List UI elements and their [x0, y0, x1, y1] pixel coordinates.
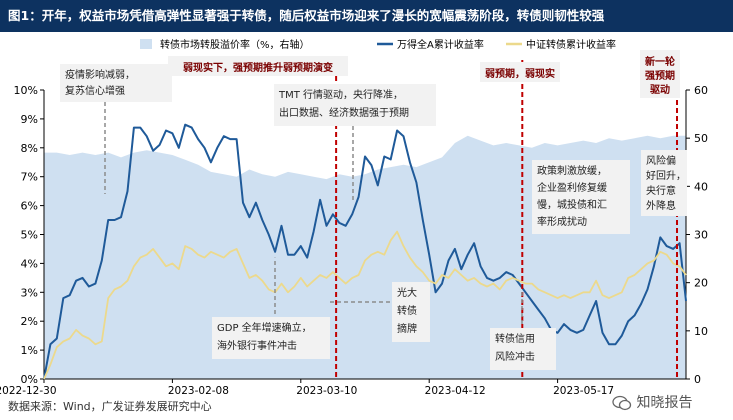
y-left-tick-label: 2% [21, 315, 38, 328]
annotation-text: 光大 [397, 286, 417, 299]
annotation-box [274, 84, 436, 126]
annotation-text: 摘牌 [397, 322, 417, 335]
chart-annotations: 疫情影响减弱， 复苏信心增强 TMT 行情驱动，央行降准， 出口数据、经济数据强于预期… [60, 64, 687, 370]
annotation-text: 率形成扰动 [537, 215, 587, 228]
annotation-text: 好回升， [646, 170, 686, 182]
annotation-box [490, 328, 556, 370]
y-right-tick-label: 20 [694, 277, 708, 290]
series-lines [43, 123, 687, 380]
watermark-text: 知晓报告 [636, 395, 693, 411]
y-right-tick-label: 60 [694, 84, 708, 97]
y-right-tick-label: 40 [694, 180, 708, 193]
y-left-tick-label: 8% [21, 142, 38, 155]
annotation-text: GDP 全年增速确立， [217, 321, 312, 334]
annotation-text: 转债信用 [495, 332, 535, 345]
x-tick-label: 2023-04-12 [425, 385, 486, 397]
x-tick-label: 2023-02-08 [168, 385, 229, 397]
annotation-text: 转债 [397, 304, 417, 317]
phase-label-text: 驱动 [650, 83, 670, 96]
premium-area [44, 135, 686, 379]
legend-wande-label: 万得全A累计收益率 [397, 38, 484, 51]
annotation-text: 政策刺激放缓， [537, 164, 607, 177]
annotation-box [641, 150, 687, 216]
y-right-tick-label: 30 [694, 229, 708, 242]
y-left-tick-label: 9% [21, 113, 38, 126]
legend-premium-swatch [140, 39, 152, 49]
source-note: 数据来源：Wind，广发证券发展研究中心 [8, 400, 212, 413]
phase-label-text: 弱预期，弱现实 [485, 67, 555, 80]
y-left-tick-label: 4% [21, 257, 38, 270]
chart-legend: 转债市场转股溢价率（%，右轴） 万得全A累计收益率 中证转债累计收益率 [140, 38, 616, 51]
chart-axes: 0% 1% 2% 3% 4% 5% 6% 7% 8% 9% 10% 0 10 20 30 40 50 60 2022… [0, 84, 708, 397]
annotation-box [532, 160, 630, 234]
annotation-text: 复苏信心增强 [65, 84, 125, 97]
phase-label-box [168, 56, 348, 76]
annotation-text: 央行意 [646, 184, 676, 197]
x-tick-label: 2023-05-17 [553, 385, 614, 397]
wechat-icon [612, 395, 632, 411]
y-left-tick-label: 1% [21, 344, 38, 357]
y-left-tick-label: 7% [21, 171, 38, 184]
y-right-tick-label: 0 [694, 373, 701, 386]
annotation-text: 风险偏 [646, 154, 676, 167]
y-left-tick-label: 0% [21, 373, 38, 386]
x-tick-label: 2023-03-10 [296, 385, 357, 397]
x-tick-label: 2022-12-30 [0, 385, 57, 397]
legend-csi-label: 中证转债累计收益率 [526, 38, 616, 51]
annotation-box [212, 317, 330, 359]
wande-a-line [43, 123, 687, 380]
annotation-text: TMT 行情驱动，央行降准， [278, 88, 403, 101]
annotation-box [60, 64, 172, 102]
phase-label-box [480, 62, 560, 82]
phase-label-box [640, 50, 680, 98]
y-left-tick-label: 6% [21, 200, 38, 213]
phase-label-text: 弱现实下，强预期推升弱预期演变 [183, 61, 333, 74]
figure-title: 图1：开年，权益市场凭借高弹性显著强于转债，随后权益市场迎来了漫长的宽幅震荡阶段… [0, 0, 733, 32]
line-chart: 0% 1% 2% 3% 4% 5% 6% 7% 8% 9% 10% 0 10 20 30 40 50 60 2022… [0, 38, 708, 397]
annotation-text: 外降息 [646, 199, 676, 212]
y-right-tick-label: 10 [694, 325, 708, 338]
premium-area-layer [44, 135, 686, 379]
csi-cb-line [43, 230, 687, 380]
legend-premium-label: 转债市场转股溢价率（%，右轴） [160, 38, 310, 51]
y-left-tick-label: 5% [21, 229, 38, 242]
annotation-text: 出口数据、经济数据强于预期 [279, 106, 409, 119]
annotation-text: 企业盈利修复缓 [537, 181, 607, 194]
y-left-tick-label: 3% [21, 286, 38, 299]
annotation-text: 海外银行事件冲击 [217, 339, 297, 352]
phase-label-text: 强预期 [645, 69, 675, 82]
y-left-tick-label: 10% [14, 84, 38, 97]
y-right-tick-label: 50 [694, 132, 708, 145]
annotation-text: 疫情影响减弱， [65, 68, 135, 81]
phase-label-text: 新一轮 [645, 55, 675, 68]
watermark: 知晓报告 [612, 392, 692, 412]
annotation-text: 慢，城投债和汇 [537, 198, 607, 211]
annotation-box [392, 282, 430, 342]
annotation-text: 风险冲击 [495, 350, 535, 363]
